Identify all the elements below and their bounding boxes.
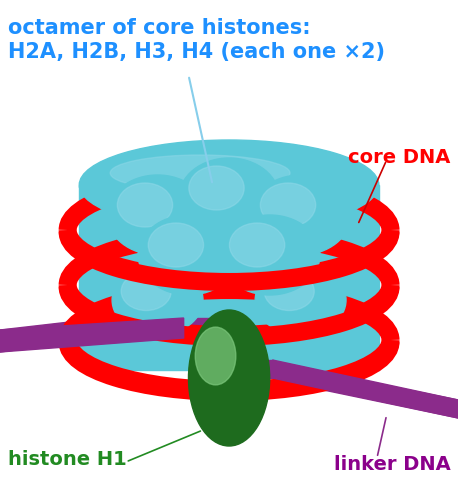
- Ellipse shape: [195, 327, 236, 385]
- Ellipse shape: [110, 155, 290, 191]
- Ellipse shape: [255, 265, 346, 335]
- Polygon shape: [273, 360, 458, 418]
- Text: histone H1: histone H1: [8, 450, 127, 469]
- Ellipse shape: [148, 223, 203, 267]
- Ellipse shape: [189, 166, 244, 210]
- Ellipse shape: [250, 175, 351, 255]
- Ellipse shape: [107, 175, 208, 255]
- Ellipse shape: [219, 215, 320, 295]
- Polygon shape: [237, 360, 273, 378]
- Polygon shape: [0, 318, 183, 352]
- Polygon shape: [285, 365, 458, 418]
- Ellipse shape: [79, 140, 379, 230]
- Ellipse shape: [260, 183, 316, 227]
- Ellipse shape: [121, 272, 171, 311]
- Polygon shape: [183, 318, 237, 338]
- Ellipse shape: [118, 183, 173, 227]
- Text: core DNA: core DNA: [348, 148, 450, 167]
- Polygon shape: [0, 310, 174, 352]
- Ellipse shape: [112, 265, 203, 335]
- Ellipse shape: [264, 272, 314, 311]
- Text: H2A, H2B, H3, H4 (each one ×2): H2A, H2B, H3, H4 (each one ×2): [8, 42, 385, 62]
- Ellipse shape: [189, 310, 270, 446]
- Polygon shape: [79, 185, 379, 370]
- Ellipse shape: [179, 158, 279, 238]
- Text: linker DNA: linker DNA: [334, 455, 450, 474]
- Text: octamer of core histones:: octamer of core histones:: [8, 18, 310, 38]
- Ellipse shape: [229, 223, 285, 267]
- Ellipse shape: [138, 215, 239, 295]
